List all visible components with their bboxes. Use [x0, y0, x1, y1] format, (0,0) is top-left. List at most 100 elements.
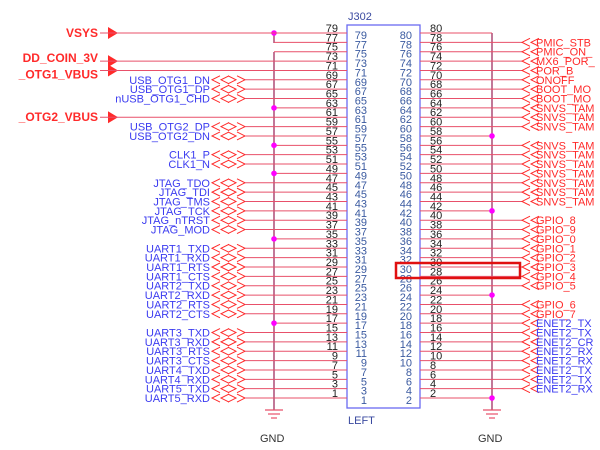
off-page-connector-icon	[529, 94, 540, 103]
pin-number-inner: 80	[400, 30, 412, 42]
pin-number-inner: 48	[400, 180, 412, 192]
pin-number-outer: 37	[326, 220, 338, 232]
pin-number-inner: 29	[355, 264, 367, 276]
pin-number-outer: 14	[430, 332, 442, 344]
off-page-connector-icon	[529, 234, 540, 244]
pin-number-outer: 52	[430, 154, 442, 166]
pin-number-inner: 24	[400, 292, 412, 304]
pin-number-outer: 8	[430, 360, 436, 372]
off-page-connector-icon	[529, 215, 540, 225]
pin-number-inner: 59	[355, 124, 367, 136]
signal-net-label: BOOT_MO	[536, 84, 591, 96]
signal-net-label: UART2_CTS	[146, 309, 210, 321]
off-page-connector-icon	[520, 112, 531, 122]
pin-number-inner: 15	[355, 330, 367, 342]
signal-net-label: JTAG_nTRST	[142, 215, 211, 227]
pin-number-outer: 22	[430, 294, 442, 306]
signal-net-label: ENET2_RX	[536, 384, 594, 396]
off-page-connector-icon	[219, 131, 230, 141]
junction-dot	[489, 133, 495, 139]
off-page-connector-icon	[210, 187, 221, 197]
power-net-label: _OTG2_VBUS	[18, 110, 98, 124]
pin-number-inner: 33	[355, 245, 367, 257]
signal-net-label: SNVS_TAM	[536, 112, 594, 124]
off-page-connector-icon	[529, 122, 540, 132]
off-page-connector-icon	[219, 122, 230, 132]
off-page-connector-icon	[529, 365, 540, 375]
off-page-connector-icon	[236, 281, 247, 291]
signal-net-label: ONOFF	[536, 75, 575, 87]
off-page-connector-icon	[219, 225, 230, 235]
off-page-connector-icon	[520, 299, 531, 309]
pin-number-inner: 2	[406, 395, 412, 407]
off-page-connector-icon	[210, 365, 221, 375]
off-page-connector-icon	[219, 271, 230, 281]
off-page-connector-icon	[236, 178, 247, 188]
off-page-connector-icon	[520, 356, 531, 366]
pin-number-inner: 21	[355, 301, 367, 313]
off-page-connector-icon	[520, 47, 531, 57]
signal-net-label: ENET2_TX	[536, 374, 592, 386]
signal-net-label: GPIO_6	[536, 299, 576, 311]
off-page-connector-icon	[210, 262, 221, 272]
pin-number-inner: 34	[400, 245, 412, 257]
signal-net-label: USB_OTG1_DN	[129, 75, 210, 87]
off-page-connector-icon	[520, 140, 531, 150]
off-page-connector-icon	[219, 187, 230, 197]
signal-net-label: UART5_RXD	[145, 393, 210, 405]
pin-number-outer: 49	[326, 163, 338, 175]
off-page-connector-icon	[210, 178, 221, 188]
off-page-connector-icon	[227, 384, 238, 394]
pin-number-outer: 62	[430, 107, 442, 119]
signal-net-label: GPIO_9	[536, 225, 576, 237]
off-page-connector-icon	[219, 159, 230, 169]
off-page-connector-icon	[210, 197, 221, 206]
off-page-connector-icon	[227, 271, 238, 281]
off-page-connector-icon	[520, 168, 531, 178]
pin-number-inner: 64	[400, 105, 412, 117]
junction-dot	[271, 236, 277, 242]
off-page-connector-icon	[529, 75, 540, 85]
off-page-connector-icon	[236, 94, 247, 103]
pin-number-outer: 11	[327, 341, 338, 353]
signal-net-label: ENET2_CR	[536, 337, 594, 349]
pin-number-inner: 19	[355, 311, 367, 323]
pin-number-outer: 53	[326, 145, 338, 157]
off-page-connector-icon	[529, 37, 540, 47]
off-page-connector-icon	[529, 112, 540, 122]
pin-number-outer: 41	[326, 201, 338, 213]
off-page-connector-icon	[210, 122, 221, 132]
pin-number-inner: 72	[400, 67, 412, 79]
pin-number-inner: 23	[355, 292, 367, 304]
off-page-connector-icon	[210, 328, 221, 337]
off-page-connector-icon	[227, 281, 238, 291]
pin-number-inner: 1	[361, 395, 367, 407]
off-page-connector-icon	[236, 299, 247, 309]
signal-net-label: UART3_CTS	[146, 356, 210, 368]
off-page-connector-icon	[227, 206, 238, 216]
off-page-connector-icon	[520, 159, 531, 169]
off-page-connector-icon	[210, 131, 221, 141]
signal-net-label: SNVS_TAM	[536, 122, 594, 134]
off-page-connector-icon	[219, 337, 230, 347]
off-page-connector-icon	[529, 299, 540, 309]
off-page-connector-icon	[236, 187, 247, 197]
pin-number-outer: 78	[430, 32, 442, 44]
off-page-connector-icon	[529, 65, 540, 75]
off-page-connector-icon	[529, 150, 540, 160]
off-page-connector-icon	[227, 328, 238, 337]
off-page-connector-icon	[236, 84, 247, 94]
pin-number-inner: 8	[406, 367, 412, 379]
off-page-connector-icon	[529, 262, 540, 272]
pin-number-inner: 25	[355, 283, 367, 295]
pin-number-inner: 49	[355, 170, 367, 182]
off-page-connector-icon	[520, 37, 531, 47]
signal-net-label: PMIC_ON_	[536, 47, 593, 59]
pin-number-inner: 5	[361, 376, 367, 388]
pin-number-outer: 18	[430, 313, 442, 325]
off-page-connector-icon	[227, 262, 238, 272]
off-page-connector-icon	[210, 384, 221, 394]
pin-number-outer: 33	[326, 238, 338, 250]
pin-number-outer: 36	[430, 229, 442, 241]
